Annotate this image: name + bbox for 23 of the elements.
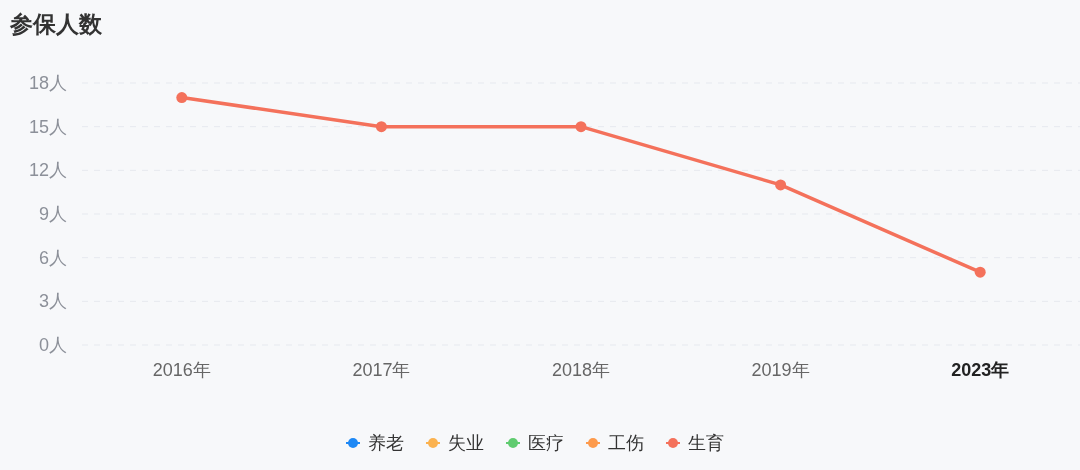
x-tick: 2016年 (152, 360, 211, 380)
y-tick: 6人 (39, 247, 67, 268)
y-tick: 0人 (39, 335, 67, 355)
y-tick: 15人 (28, 116, 67, 137)
point (974, 266, 986, 278)
y-tick: 9人 (39, 204, 67, 224)
legend-label: 失业 (448, 433, 484, 453)
title: 参保人数 (10, 11, 102, 37)
x-tick: 2023年 (951, 360, 1010, 380)
y-tick: 12人 (28, 160, 67, 181)
point (375, 121, 387, 133)
x-tick: 2019年 (751, 360, 810, 380)
legend-label: 养老 (368, 433, 404, 453)
legend-label: 生育 (688, 433, 724, 453)
legend-label: 医疗 (528, 433, 564, 453)
point (775, 179, 787, 191)
legend-label: 工伤 (608, 433, 644, 453)
x-tick: 2018年 (552, 360, 610, 380)
y-tick: 18人 (28, 73, 67, 93)
y-tick: 3人 (39, 291, 67, 312)
point (575, 121, 587, 133)
point (176, 92, 188, 104)
x-tick: 2017年 (352, 360, 411, 380)
